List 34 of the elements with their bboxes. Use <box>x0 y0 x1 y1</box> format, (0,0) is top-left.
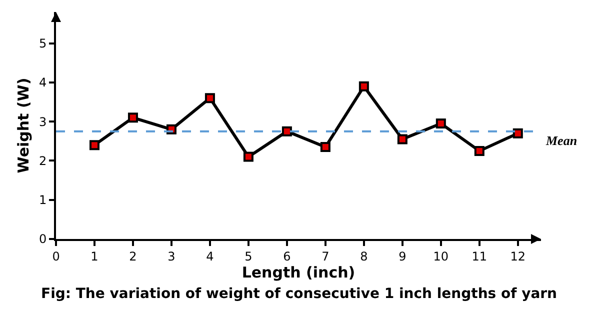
y-tick-label: 2 <box>38 154 47 168</box>
x-tick-label: 4 <box>206 249 214 264</box>
point <box>204 93 215 104</box>
x-tick-label: 2 <box>129 249 137 264</box>
x-tick-label: 9 <box>398 249 406 264</box>
x-tick-label: 8 <box>360 249 368 264</box>
y-tick-label: 1 <box>38 193 47 208</box>
x-tick-label: 7 <box>322 249 330 264</box>
x-tick-label: 6 <box>283 249 291 264</box>
point <box>397 134 408 144</box>
x-tick-label: 0 <box>52 249 60 264</box>
point <box>128 112 138 123</box>
point <box>243 152 254 162</box>
point <box>89 140 100 150</box>
y-tick-label: 0 <box>38 232 47 246</box>
x-tick-label: 1 <box>90 249 98 264</box>
point <box>512 128 523 138</box>
y-tick-label: 5 <box>38 36 47 51</box>
point <box>358 81 369 92</box>
x-axis-title: Length (inch) <box>242 263 356 282</box>
point <box>282 126 292 136</box>
x-tick-label: 3 <box>168 249 176 264</box>
x-tick-label: 12 <box>510 249 526 264</box>
text: Fig: The variation of weight of consecutive 1 inch lengths of yarn <box>41 286 558 302</box>
x-tick-label: 10 <box>433 249 449 264</box>
y-axis-title: Weight (W) <box>14 78 33 174</box>
y-tick-label: 4 <box>38 76 47 90</box>
point <box>320 142 330 152</box>
ref-line-label: Mean <box>545 133 578 148</box>
point <box>436 118 446 129</box>
x-tick-label: 5 <box>244 249 252 264</box>
x-tick-label: 11 <box>472 249 488 264</box>
point <box>474 146 484 156</box>
y-tick-label: 3 <box>38 114 47 129</box>
